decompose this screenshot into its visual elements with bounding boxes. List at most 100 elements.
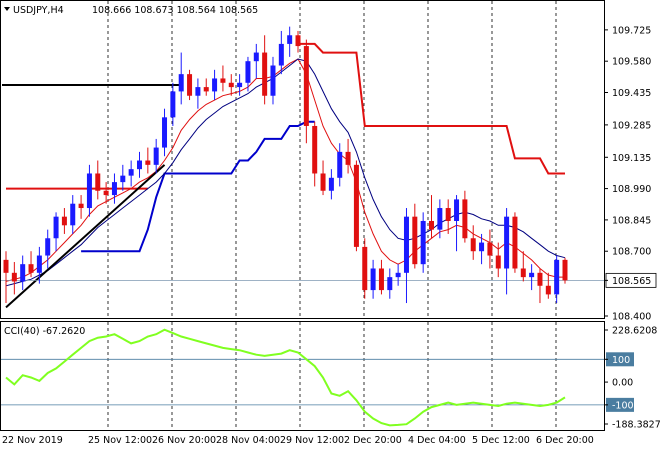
candle-body	[103, 190, 109, 196]
candle-body	[479, 242, 485, 252]
candle-body	[378, 268, 384, 291]
candle-body	[262, 52, 268, 96]
candle-body	[462, 199, 468, 239]
cci-panel-frame	[0, 321, 605, 431]
candle-body	[537, 272, 543, 286]
candle-body	[78, 203, 84, 209]
cci-line	[5, 328, 566, 427]
y-tick-label: 108.400	[612, 312, 651, 323]
candle-body	[487, 242, 493, 256]
candle-body	[187, 74, 193, 96]
candle-body	[270, 65, 276, 96]
candle-body	[353, 164, 359, 247]
x-tick-label: 28 Nov 04:00	[216, 435, 280, 446]
candle-body	[36, 255, 42, 273]
y-tick-label: 108.990	[612, 184, 651, 195]
candle-body	[495, 255, 501, 269]
candle-body	[303, 46, 309, 126]
candle-body	[529, 272, 535, 278]
candle-body	[437, 208, 443, 230]
candle-body	[253, 52, 259, 62]
candle-body	[512, 216, 518, 269]
candle-body	[420, 220, 426, 265]
candle-body	[45, 238, 51, 256]
candle-body	[395, 272, 401, 278]
dropdown-triangle-icon[interactable]	[4, 7, 10, 11]
x-tick-label: 5 Dec 12:00	[472, 435, 530, 446]
fast-moving-average	[5, 58, 565, 282]
candle-body	[337, 151, 343, 178]
candle-body	[153, 147, 159, 165]
candle-body	[412, 216, 418, 265]
candle-body	[95, 173, 101, 191]
time-axis: 22 Nov 2019 25 Nov 12:00 26 Nov 20:00 28 No…	[2, 435, 594, 446]
rising-trendline	[5, 164, 166, 309]
price-panel-frame	[0, 0, 605, 319]
vertical-gridlines	[107, 1, 557, 430]
x-tick-label: 25 Nov 12:00	[88, 435, 152, 446]
x-tick-label: 4 Dec 04:00	[408, 435, 466, 446]
candle-body	[545, 285, 551, 295]
indicator-lines	[1, 42, 604, 309]
symbol-label: USDJPY,H4	[13, 5, 64, 16]
cci-y-tick-label: 228.6208	[612, 326, 657, 337]
candle-body	[28, 264, 34, 273]
x-tick-label: 6 Dec 20:00	[536, 435, 594, 446]
y-tick-label: 109.435	[612, 88, 651, 99]
y-tick-label: 109.135	[612, 153, 651, 164]
candle-body	[504, 216, 510, 269]
candle-body	[312, 125, 318, 174]
candle-body	[170, 91, 176, 118]
candle-body	[403, 216, 409, 273]
cci-y-tick-label: 0.00	[612, 378, 633, 389]
candle-body	[162, 117, 168, 148]
y-tick-label: 109.580	[612, 57, 651, 68]
cci-y-tick-label: 100	[612, 355, 630, 366]
candle-body	[237, 82, 243, 88]
cci-level-box	[606, 352, 634, 367]
candle-body	[387, 277, 393, 291]
candle-body	[145, 160, 151, 165]
x-tick-label: 22 Nov 2019	[2, 435, 63, 446]
lower-band-line	[81, 120, 315, 253]
ohlc-label: 108.666 108.673 108.564 108.565	[92, 5, 258, 16]
candle-body	[86, 173, 92, 209]
candle-body	[295, 35, 301, 47]
candle-body	[53, 216, 59, 239]
candle-body	[245, 61, 251, 83]
cci-y-tick-label: -100	[612, 400, 634, 411]
candle-body	[345, 151, 351, 165]
price-axis: 109.725 109.580 109.435 109.285 109.135 108.9…	[604, 25, 657, 323]
candle-body	[178, 74, 184, 92]
candle-body	[212, 78, 218, 92]
candle-body	[328, 177, 334, 191]
y-tick-label: 109.725	[612, 25, 651, 36]
candle-body	[70, 203, 76, 226]
candle-body	[520, 268, 526, 278]
candle-body	[320, 173, 326, 191]
cci-label: CCI(40) -67.2620	[4, 326, 85, 337]
candle-body	[3, 259, 9, 273]
y-tick-label: 108.700	[612, 247, 651, 258]
x-tick-label: 26 Nov 20:00	[152, 435, 216, 446]
candle-body	[120, 175, 126, 183]
candles	[3, 26, 568, 304]
candle-body	[195, 87, 201, 96]
y-tick-label: 108.565	[612, 276, 651, 287]
candle-body	[362, 246, 368, 291]
candle-body	[111, 182, 117, 196]
candle-body	[136, 160, 142, 170]
candle-body	[470, 238, 476, 252]
candle-body	[562, 259, 568, 281]
candle-body	[287, 35, 293, 44]
candle-body	[445, 208, 451, 221]
candle-body	[370, 268, 376, 291]
candle-body	[11, 272, 17, 282]
candle-body	[220, 78, 226, 83]
candle-body	[20, 264, 26, 282]
cci-level-box	[606, 397, 634, 412]
candle-body	[61, 216, 67, 226]
upper-band-line	[298, 42, 565, 175]
candle-body	[128, 169, 134, 176]
